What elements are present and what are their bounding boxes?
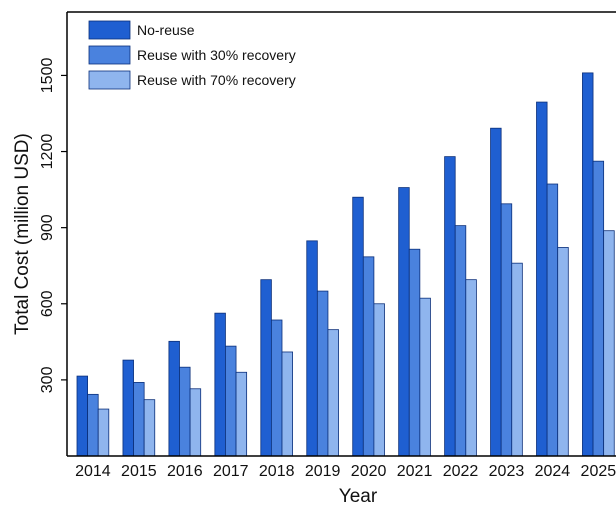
x-tick-label: 2017 <box>213 463 249 480</box>
legend-label: Reuse with 70% recovery <box>137 72 296 88</box>
bar-2024-series-2 <box>546 183 559 457</box>
bar-2022-series-3 <box>465 279 477 457</box>
x-tick-label: 2024 <box>535 463 571 480</box>
bar-2020-series-3 <box>373 303 385 457</box>
bar-2016-series-3 <box>189 388 202 457</box>
y-tick-label: 1500 <box>39 58 56 94</box>
bar-2018-series-1 <box>260 279 272 457</box>
bar-2021-series-2 <box>408 248 421 457</box>
y-tick-label: 300 <box>39 366 56 393</box>
bar-2023-series-2 <box>500 203 513 457</box>
bar-2025-series-2 <box>592 160 605 457</box>
y-tick-label: 600 <box>39 290 56 317</box>
bar-2015-series-3 <box>143 399 156 457</box>
x-tick-label: 2023 <box>489 463 525 480</box>
x-tick-label: 2019 <box>305 463 341 480</box>
legend-label: Reuse with 30% recovery <box>137 47 296 63</box>
bar-2019-series-2 <box>316 290 329 457</box>
x-tick-label: 2021 <box>397 463 433 480</box>
y-axis-title: Total Cost (million USD) <box>12 133 33 335</box>
bar-2017-series-2 <box>225 345 237 457</box>
x-tick-label: 2020 <box>351 463 387 480</box>
bar-2014-series-3 <box>97 408 110 457</box>
x-axis-title: Year <box>339 486 378 507</box>
bar-2019-series-3 <box>327 329 339 457</box>
bar-2020-series-1 <box>352 196 364 457</box>
bar-2016-series-2 <box>179 366 191 457</box>
x-tick-label: 2015 <box>121 463 157 480</box>
x-tick-label: 2022 <box>443 463 479 480</box>
bar-2024-series-3 <box>557 247 569 457</box>
legend-swatch <box>88 20 131 40</box>
bar-2020-series-2 <box>362 256 375 457</box>
y-tick-label: 900 <box>39 214 56 241</box>
y-tick-label: 1200 <box>39 134 56 170</box>
bar-2018-series-2 <box>270 319 283 457</box>
x-tick-label: 2025 <box>581 463 616 480</box>
bar-2015-series-1 <box>122 359 134 457</box>
bar-2022-series-1 <box>444 156 456 457</box>
x-ticks-group: 2014 2015 2016 2017 2018 2019 2020 2021 2022 2023… <box>75 463 616 480</box>
x-tick-label: 2016 <box>167 463 203 480</box>
bar-2024-series-1 <box>536 101 548 457</box>
x-tick-label: 2018 <box>259 463 295 480</box>
bar-2017-series-3 <box>235 371 248 457</box>
bar-2018-series-3 <box>281 351 294 457</box>
bar-2016-series-1 <box>168 340 180 457</box>
bar-2022-series-2 <box>454 225 467 457</box>
bar-2014-series-1 <box>76 375 89 457</box>
bar-2025-series-1 <box>582 72 594 457</box>
bar-2021-series-3 <box>419 297 431 457</box>
y-ticks-group: 300 600 900 1200 1500 <box>39 58 67 393</box>
bar-2015-series-2 <box>133 382 145 457</box>
bars-group <box>76 72 615 457</box>
bar-2017-series-1 <box>214 312 226 457</box>
bar-2023-series-3 <box>511 262 523 457</box>
legend-swatch <box>88 70 131 90</box>
x-tick-label: 2014 <box>75 463 111 480</box>
bar-2014-series-2 <box>87 393 99 457</box>
legend-swatch <box>88 45 131 65</box>
bar-2019-series-1 <box>306 240 318 457</box>
legend-label: No-reuse <box>137 22 195 38</box>
bar-2023-series-1 <box>490 127 502 457</box>
legend: No-reuse Reuse with 30% recovery Reuse wit… <box>88 20 296 90</box>
bar-2025-series-3 <box>603 230 615 457</box>
bar-2021-series-1 <box>398 187 410 457</box>
